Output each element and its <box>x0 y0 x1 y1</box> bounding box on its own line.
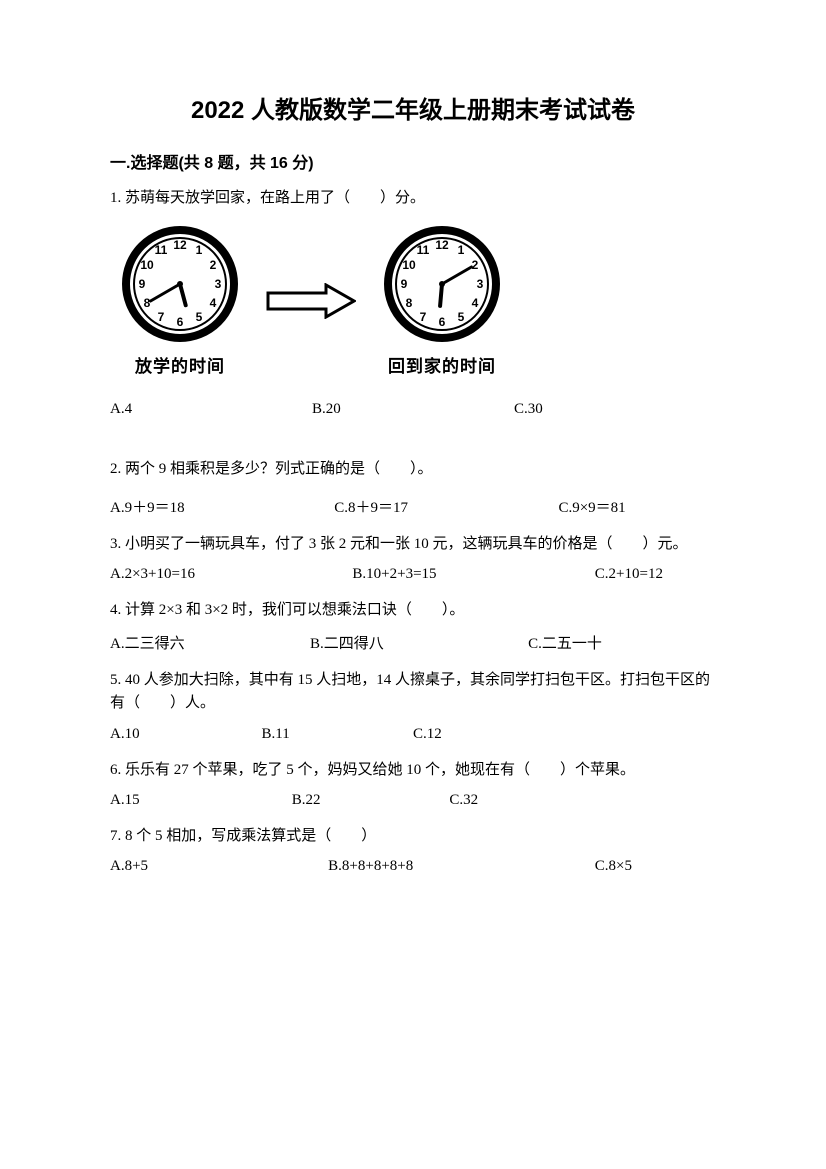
svg-text:2: 2 <box>472 258 479 272</box>
question-3-options: A.2×3+10=16 B.10+2+3=15 C.2+10=12 <box>110 566 716 583</box>
q6-option-c: C.32 <box>449 792 607 809</box>
q1-option-b: B.20 <box>312 401 514 418</box>
arrow-right-icon <box>266 283 356 319</box>
question-7-text: 7. 8 个 5 相加，写成乘法算式是（ ） <box>110 825 716 848</box>
svg-text:1: 1 <box>196 243 203 257</box>
svg-text:7: 7 <box>158 310 165 324</box>
q5-option-b: B.11 <box>262 726 414 743</box>
question-5-text: 5. 40 人参加大扫除，其中有 15 人扫地，14 人擦桌子，其余同学打扫包干… <box>110 669 716 716</box>
question-1-options: A.4 B.20 C.30 <box>110 401 716 418</box>
clock-left-caption: 放学的时间 <box>135 352 225 377</box>
svg-text:10: 10 <box>140 258 154 272</box>
question-2-options: A.9＋9＝18 C.8＋9＝17 C.9×9＝81 <box>110 496 716 517</box>
q6-option-a: A.15 <box>110 792 292 809</box>
question-6-options: A.15 B.22 C.32 <box>110 792 716 809</box>
clock-right-block: 12 1 2 3 4 5 6 7 8 9 10 11 <box>382 224 502 377</box>
svg-text:3: 3 <box>215 277 222 291</box>
svg-text:8: 8 <box>406 296 413 310</box>
q1-option-a: A.4 <box>110 401 312 418</box>
clock-right-icon: 12 1 2 3 4 5 6 7 8 9 10 11 <box>382 224 502 344</box>
q4-option-c: C.二五一十 <box>528 632 716 653</box>
question-4-text: 4. 计算 2×3 和 3×2 时，我们可以想乘法口诀（ ）。 <box>110 599 716 622</box>
svg-text:12: 12 <box>173 238 187 252</box>
svg-text:5: 5 <box>458 310 465 324</box>
svg-text:5: 5 <box>196 310 203 324</box>
q3-option-c: C.2+10=12 <box>595 566 716 583</box>
question-1-figure: 12 1 2 3 4 5 6 7 8 9 10 11 <box>120 224 716 377</box>
question-4-options: A.二三得六 B.二四得八 C.二五一十 <box>110 632 716 653</box>
q5-option-c: C.12 <box>413 726 565 743</box>
question-3-text: 3. 小明买了一辆玩具车，付了 3 张 2 元和一张 10 元，这辆玩具车的价格… <box>110 533 716 556</box>
arrow-block <box>266 241 356 361</box>
svg-text:9: 9 <box>401 277 408 291</box>
svg-text:4: 4 <box>210 296 217 310</box>
svg-text:1: 1 <box>458 243 465 257</box>
svg-text:7: 7 <box>420 310 427 324</box>
q7-option-b: B.8+8+8+8+8 <box>328 858 595 875</box>
question-5-options: A.10 B.11 C.12 <box>110 726 716 743</box>
svg-text:6: 6 <box>439 315 446 329</box>
question-6-text: 6. 乐乐有 27 个苹果，吃了 5 个，妈妈又给她 10 个，她现在有（ ）个… <box>110 759 716 782</box>
q5-option-a: A.10 <box>110 726 262 743</box>
q1-option-c: C.30 <box>514 401 716 418</box>
svg-text:11: 11 <box>155 243 168 257</box>
q6-option-b: B.22 <box>292 792 450 809</box>
page-title: 2022 人教版数学二年级上册期末考试试卷 <box>110 90 716 125</box>
question-2-text: 2. 两个 9 相乘积是多少？列式正确的是（ ）。 <box>110 458 716 481</box>
q3-option-b: B.10+2+3=15 <box>352 566 594 583</box>
q2-option-c: C.9×9＝81 <box>558 496 716 517</box>
q7-option-c: C.8×5 <box>595 858 716 875</box>
exam-page: 2022 人教版数学二年级上册期末考试试卷 一.选择题(共 8 题，共 16 分… <box>0 0 826 1169</box>
svg-text:2: 2 <box>210 258 217 272</box>
clock-left-icon: 12 1 2 3 4 5 6 7 8 9 10 11 <box>120 224 240 344</box>
clock-right-caption: 回到家的时间 <box>388 352 496 377</box>
q4-option-b: B.二四得八 <box>310 632 528 653</box>
q2-option-a: A.9＋9＝18 <box>110 496 334 517</box>
svg-text:11: 11 <box>417 243 430 257</box>
svg-text:10: 10 <box>402 258 416 272</box>
svg-text:9: 9 <box>139 277 146 291</box>
question-7-options: A.8+5 B.8+8+8+8+8 C.8×5 <box>110 858 716 875</box>
svg-text:4: 4 <box>472 296 479 310</box>
q2-option-b: C.8＋9＝17 <box>334 496 558 517</box>
question-1-text: 1. 苏萌每天放学回家，在路上用了（ ）分。 <box>110 187 716 210</box>
q3-option-a: A.2×3+10=16 <box>110 566 352 583</box>
clock-left-block: 12 1 2 3 4 5 6 7 8 9 10 11 <box>120 224 240 377</box>
q7-option-a: A.8+5 <box>110 858 328 875</box>
q4-option-a: A.二三得六 <box>110 632 310 653</box>
section-1-heading: 一.选择题(共 8 题，共 16 分) <box>110 149 716 173</box>
svg-text:3: 3 <box>477 277 484 291</box>
svg-text:8: 8 <box>144 296 151 310</box>
svg-text:12: 12 <box>435 238 449 252</box>
svg-text:6: 6 <box>177 315 184 329</box>
